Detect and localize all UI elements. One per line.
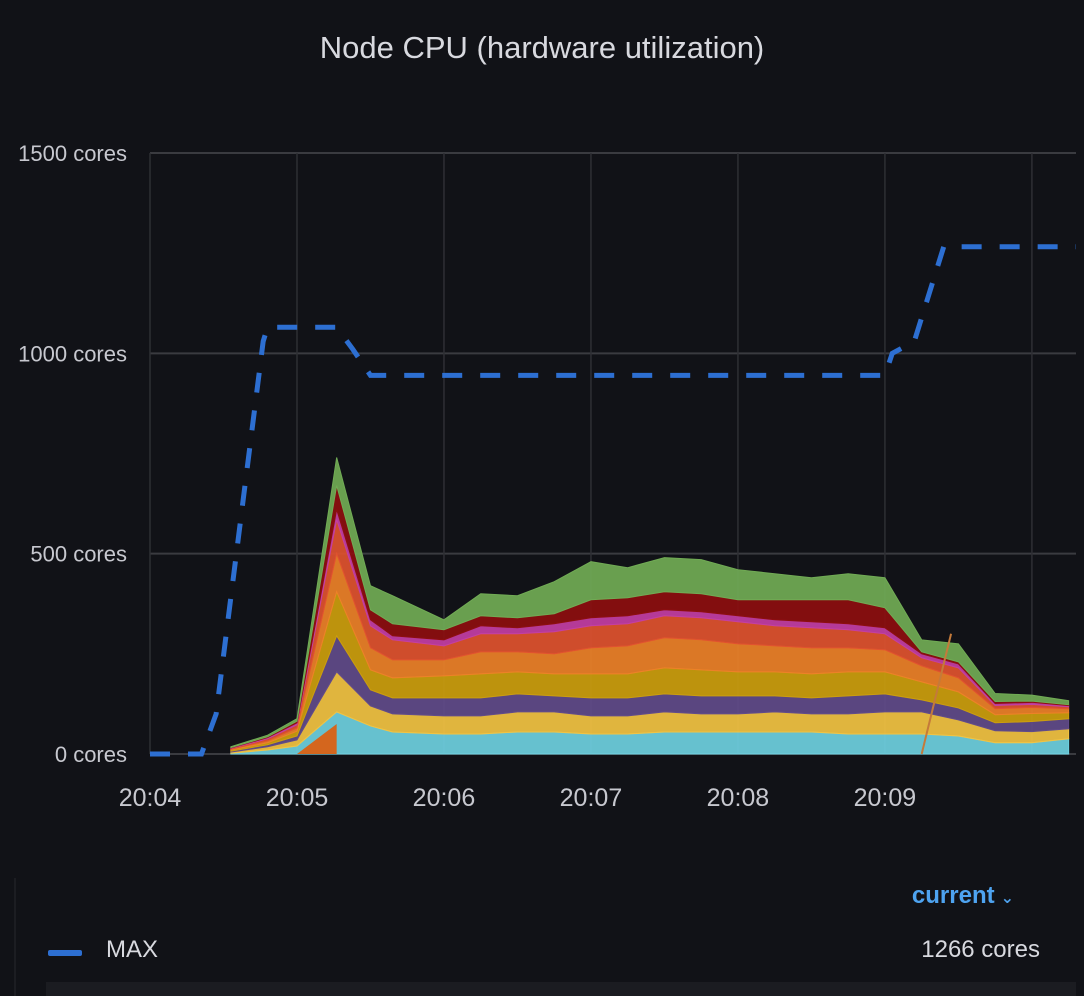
legend [14, 878, 1084, 996]
y-tick-label: 1500 cores [18, 141, 127, 166]
legend-item-value: 1266 cores [921, 936, 1040, 963]
legend-swatch-max [48, 950, 82, 956]
area-series-overlay [296, 723, 337, 754]
legend-sort-label: current [911, 882, 995, 909]
area-series-green [230, 457, 1070, 749]
x-tick-label: 20:08 [707, 784, 770, 812]
panel-title: Node CPU (hardware utilization) [319, 30, 765, 65]
y-tick-label: 500 cores [30, 542, 127, 567]
x-tick-label: 20:06 [413, 784, 476, 812]
series-line-max [150, 244, 1076, 757]
legend-sort-dropdown[interactable]: current ⌄ [912, 882, 1014, 910]
legend-item-max[interactable]: MAX 1266 cores [48, 934, 1048, 970]
x-tick-label: 20:09 [854, 784, 917, 812]
legend-scrollbar[interactable] [46, 982, 1076, 996]
chevron-down-icon: ⌄ [1000, 890, 1014, 907]
legend-item-label: MAX [106, 936, 159, 963]
series-line-crossing [920, 633, 953, 755]
x-tick-label: 20:04 [119, 784, 182, 812]
x-tick-label: 20:07 [560, 784, 623, 812]
cpu-chart: 0 cores 500 cores 1000 cores 1500 cores 20:0… [18, 141, 1076, 812]
x-tick-label: 20:05 [266, 784, 329, 812]
y-tick-label: 1000 cores [18, 341, 127, 366]
y-tick-label: 0 cores [55, 742, 127, 767]
